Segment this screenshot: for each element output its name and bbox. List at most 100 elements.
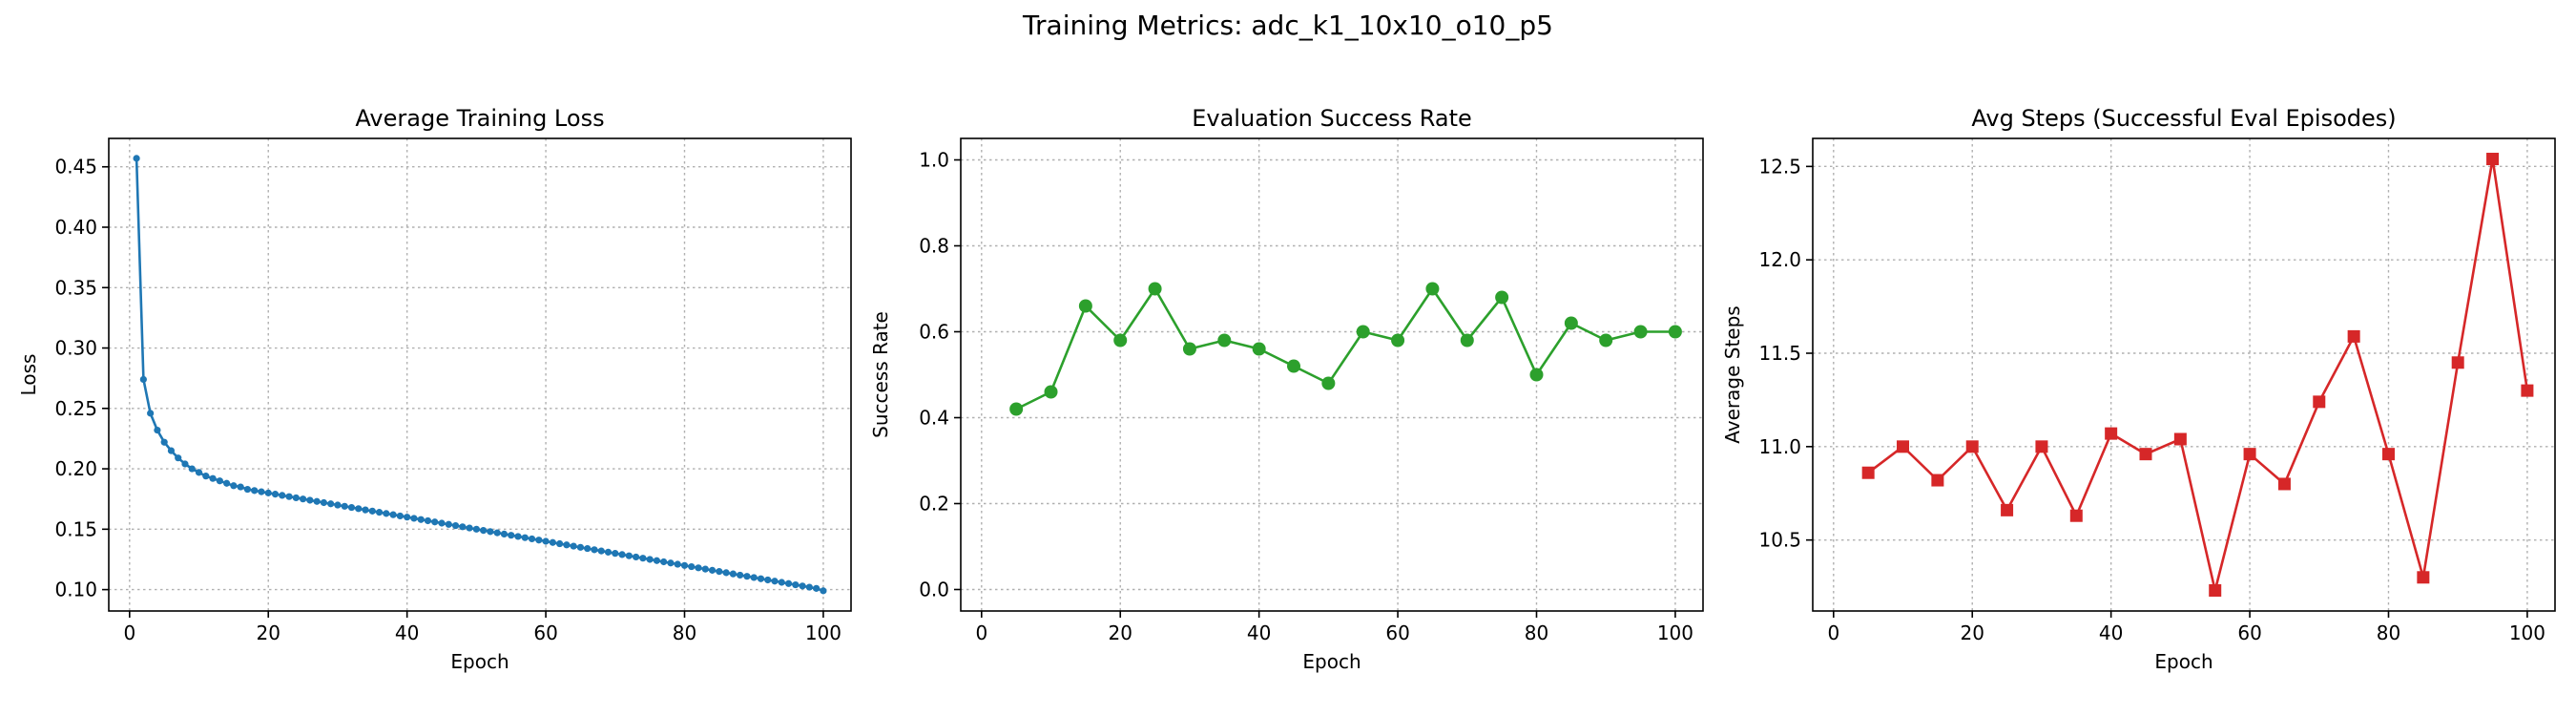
data-point <box>466 524 473 532</box>
data-point <box>223 479 231 487</box>
data-point <box>251 487 259 495</box>
data-point <box>563 541 571 549</box>
data-point <box>181 460 189 468</box>
y-tick-label: 0.35 <box>54 276 97 299</box>
data-point <box>459 523 467 531</box>
x-axis-label: Epoch <box>1302 650 1361 673</box>
panel-training-loss: 0 20 40 60 80 100 0.10 0.15 0.20 0.25 0.30 0.35 0.40… <box>17 105 852 673</box>
data-point <box>2139 448 2152 461</box>
data-point <box>175 454 182 462</box>
data-point <box>576 543 585 551</box>
data-point <box>1078 299 1092 313</box>
data-point <box>271 491 280 498</box>
data-point <box>625 552 633 559</box>
data-point <box>708 566 717 574</box>
y-tick-label: 0.20 <box>54 457 97 480</box>
data-point <box>375 509 384 516</box>
data-point <box>737 571 744 579</box>
data-point <box>570 542 577 550</box>
x-tick-label: 20 <box>1109 621 1132 644</box>
y-tick-label: 12.5 <box>1758 155 1801 178</box>
x-tick-label: 80 <box>673 621 696 644</box>
data-point <box>597 547 605 555</box>
y-tick-label: 0.0 <box>919 579 949 601</box>
data-point <box>2417 571 2430 584</box>
data-point <box>1148 282 1162 296</box>
data-point <box>1529 368 1544 382</box>
data-point <box>500 530 509 537</box>
data-point <box>820 587 827 595</box>
data-point <box>347 503 356 512</box>
data-point <box>653 557 661 564</box>
data-point <box>1391 333 1405 347</box>
data-point <box>410 515 418 522</box>
y-axis-label: Average Steps <box>1721 305 1744 443</box>
figure-title: Training Metrics: adc_k1_10x10_o10_p5 <box>1022 10 1553 41</box>
data-point <box>2451 356 2464 369</box>
data-point <box>1009 402 1024 416</box>
x-tick-label: 20 <box>1961 621 1984 644</box>
data-point <box>1425 282 1440 296</box>
series-line <box>135 158 824 593</box>
data-point <box>445 520 452 528</box>
data-point <box>264 489 272 496</box>
series-line <box>1867 158 2529 592</box>
data-point <box>784 579 793 587</box>
y-tick-label: 0.40 <box>54 216 97 239</box>
data-point <box>209 474 217 482</box>
x-tick-label: 60 <box>533 621 557 644</box>
data-point <box>487 528 494 536</box>
data-point <box>2313 395 2326 409</box>
data-point <box>341 502 348 510</box>
data-point <box>1564 316 1578 330</box>
data-point <box>549 538 556 546</box>
data-point <box>729 570 737 578</box>
data-point <box>2173 432 2187 446</box>
data-point <box>431 518 439 526</box>
data-point <box>2035 440 2048 453</box>
data-point <box>438 519 446 527</box>
data-point <box>604 548 613 556</box>
data-point <box>2209 583 2222 597</box>
data-point <box>133 155 140 162</box>
x-tick-label: 0 <box>123 621 135 644</box>
data-point <box>778 579 785 586</box>
data-point <box>327 500 335 508</box>
data-point <box>2001 503 2014 516</box>
data-point <box>451 521 460 530</box>
data-point <box>1668 325 1682 339</box>
data-point <box>688 562 696 571</box>
y-tick-label: 0.30 <box>54 337 97 360</box>
data-point <box>722 569 730 577</box>
data-point <box>292 494 300 502</box>
data-point <box>285 493 293 500</box>
y-tick-label: 12.0 <box>1758 248 1801 271</box>
data-point <box>216 477 223 485</box>
y-tick-label: 1.0 <box>919 149 949 172</box>
data-point <box>1113 333 1128 347</box>
data-point <box>139 375 147 384</box>
data-point <box>493 529 501 537</box>
data-point <box>480 527 488 535</box>
data-point <box>230 482 238 490</box>
series-line <box>1015 287 1675 411</box>
data-point <box>195 469 203 476</box>
data-point <box>535 537 543 544</box>
data-point <box>1356 325 1370 339</box>
panel-title: Average Training Loss <box>355 105 604 132</box>
data-point <box>1495 290 1509 305</box>
data-point <box>404 514 411 521</box>
x-tick-label: 20 <box>257 621 280 644</box>
data-point <box>279 492 286 499</box>
x-tick-label: 100 <box>2509 621 2545 644</box>
data-point <box>2069 509 2083 522</box>
x-tick-label: 80 <box>1525 621 1548 644</box>
data-point <box>632 553 640 561</box>
panel-avg-steps: 0 20 40 60 80 100 10.5 11.0 11.5 12.0 12.5 Avg Step… <box>1721 105 2556 673</box>
panel-title: Avg Steps (Successful Eval Episodes) <box>1971 105 2396 132</box>
data-point <box>584 544 592 553</box>
panel-success-rate: 0 20 40 60 80 100 0.0 0.2 0.4 0.6 0.8 1.0 Evaluation… <box>869 105 1704 673</box>
y-tick-label: 11.0 <box>1758 435 1801 458</box>
y-tick-label: 0.25 <box>54 397 97 420</box>
axes-frame <box>960 137 1704 612</box>
